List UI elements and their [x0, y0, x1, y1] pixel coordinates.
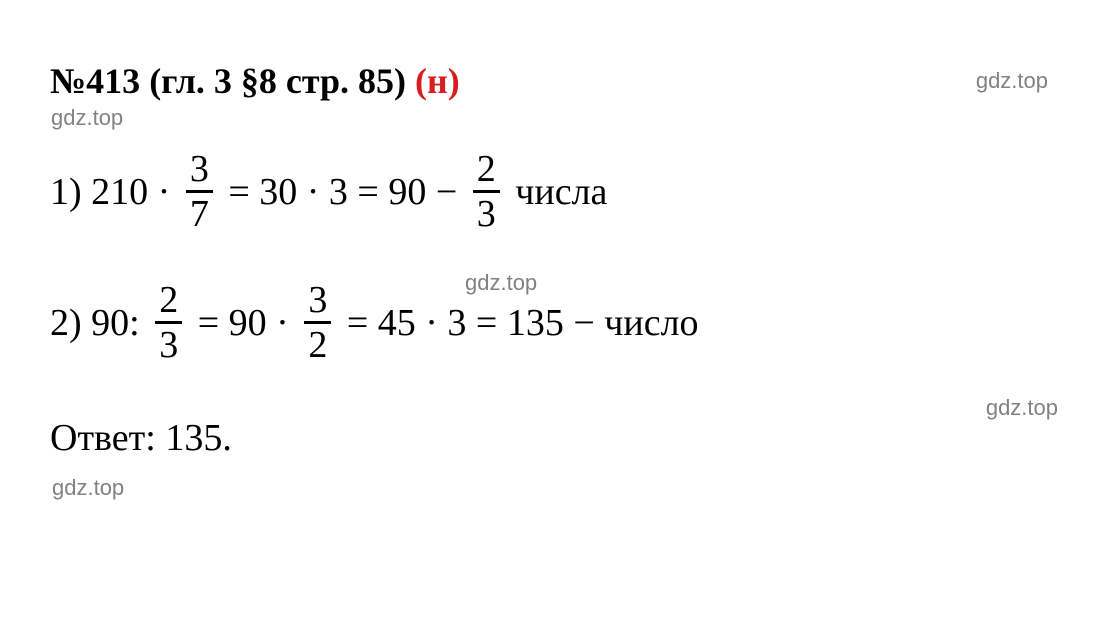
fraction-numerator: 2 — [155, 281, 182, 319]
watermark-text: gdz.top — [52, 475, 124, 501]
fraction-numerator: 3 — [186, 150, 213, 188]
watermark-text: gdz.top — [986, 395, 1058, 421]
equation-line-2: 2) 90: 2 3 = 90 · 3 2 = 45 · 3 = 135 − ч… — [50, 281, 1060, 364]
watermark-text: gdz.top — [465, 270, 537, 296]
fraction-denominator: 3 — [155, 326, 182, 364]
equation-line-1: 1) 210 · 3 7 = 30 · 3 = 90 − 2 3 числа — [50, 150, 1060, 233]
fraction: 3 2 — [304, 281, 331, 364]
fraction-denominator: 2 — [304, 326, 331, 364]
equation-suffix: = 45 · 3 = 135 − число — [337, 301, 698, 345]
fraction-numerator: 3 — [304, 281, 331, 319]
equation-prefix: 1) 210 · — [50, 170, 180, 214]
problem-header: №413 (гл. 3 §8 стр. 85) (н) — [50, 60, 1060, 102]
fraction-denominator: 3 — [473, 195, 500, 233]
equation-mid: = 90 · — [188, 301, 298, 345]
answer-line: Ответ: 135. — [50, 416, 1060, 460]
fraction: 2 3 — [473, 150, 500, 233]
problem-number: №413 — [50, 61, 140, 101]
equation-suffix: числа — [506, 170, 608, 214]
answer-value: 135. — [165, 417, 232, 459]
fraction: 2 3 — [155, 281, 182, 364]
equation-mid: = 30 · 3 = 90 − — [219, 170, 467, 214]
chapter-reference: (гл. 3 §8 стр. 85) — [140, 61, 415, 101]
variant-marker: (н) — [415, 61, 460, 101]
equation-prefix: 2) 90: — [50, 301, 149, 345]
fraction-numerator: 2 — [473, 150, 500, 188]
answer-label: Ответ: — [50, 417, 165, 459]
fraction-denominator: 7 — [186, 195, 213, 233]
fraction: 3 7 — [186, 150, 213, 233]
watermark-text: gdz.top — [976, 68, 1048, 94]
watermark-text: gdz.top — [51, 105, 123, 131]
